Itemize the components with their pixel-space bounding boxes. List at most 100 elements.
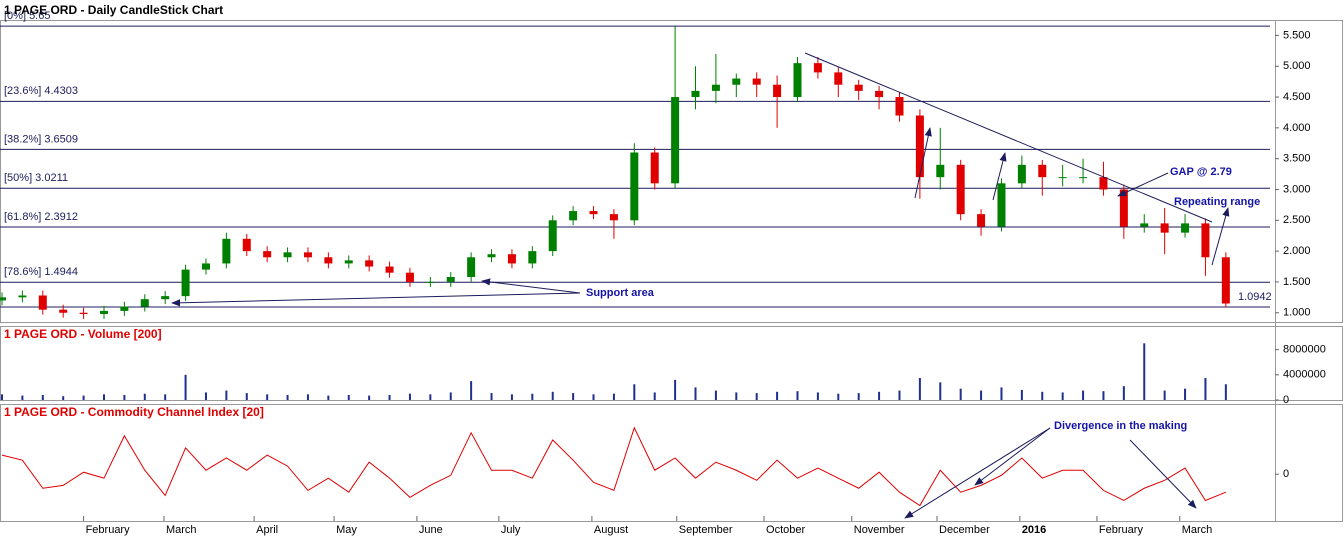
candle-body xyxy=(793,63,802,98)
volume-bar xyxy=(878,391,881,400)
arrow xyxy=(171,292,581,307)
candle-body xyxy=(1140,223,1149,227)
volume-bar xyxy=(1184,388,1187,400)
x-tick-label: August xyxy=(594,524,628,536)
volume-bar xyxy=(918,377,921,400)
x-tick-label: July xyxy=(501,524,521,536)
candle-body xyxy=(426,281,435,283)
y-tick-label: 4.500 xyxy=(1283,91,1311,103)
fib-label: [0%] 5.65 xyxy=(4,10,50,22)
candle-body xyxy=(161,296,170,300)
fib-label: [61.8%] 2.3912 xyxy=(4,211,78,223)
volume-bar xyxy=(694,387,697,400)
volume-bar xyxy=(531,393,534,400)
volume-bar xyxy=(306,394,309,400)
volume-bar xyxy=(653,392,656,400)
candle-body xyxy=(691,90,700,98)
candle-body xyxy=(263,251,272,258)
arrow xyxy=(1129,439,1197,509)
fib-label: [78.6%] 1.4944 xyxy=(4,266,78,278)
candle-body xyxy=(650,152,659,184)
price-panel xyxy=(0,20,1343,323)
volume-bar xyxy=(857,393,860,400)
candle-body xyxy=(813,63,822,73)
annotation: Repeating range xyxy=(1174,196,1260,208)
candle-body xyxy=(997,183,1006,227)
x-tick-label: May xyxy=(336,524,357,536)
volume-bar xyxy=(164,394,167,400)
volume-panel xyxy=(0,326,1343,401)
x-tick-label: 2016 xyxy=(1022,524,1046,536)
y-tick-label: 2.000 xyxy=(1283,245,1311,257)
candle-body xyxy=(752,78,761,85)
volume-bar xyxy=(347,394,350,400)
volume-bar xyxy=(633,384,636,400)
volume-bar xyxy=(62,396,65,400)
volume-bar xyxy=(286,394,289,400)
volume-bar xyxy=(837,393,840,400)
volume-bar xyxy=(796,391,799,400)
volume-bar xyxy=(245,393,248,400)
y-tick-label: 3.000 xyxy=(1283,183,1311,195)
volume-bar xyxy=(204,392,207,400)
candle-body xyxy=(732,78,741,85)
y-tick-label: 2.500 xyxy=(1283,214,1311,226)
candle-body xyxy=(956,164,965,215)
candle-body xyxy=(303,252,312,258)
volume-bar xyxy=(612,393,615,400)
volume-bar xyxy=(1204,377,1207,400)
volume-bar xyxy=(266,394,269,400)
candle-body xyxy=(0,297,6,301)
volume-bar xyxy=(225,390,228,400)
y-tick-label: 0 xyxy=(1283,394,1289,406)
candle-body xyxy=(507,254,516,264)
cci-panel xyxy=(0,404,1343,522)
y-tick-label: 0 xyxy=(1283,468,1289,480)
candle-body xyxy=(671,97,680,184)
arrow xyxy=(1117,172,1169,197)
volume-bar xyxy=(572,393,575,400)
arrow xyxy=(1211,207,1230,266)
chart-title: 1 PAGE ORD - Daily CandleStick Chart xyxy=(4,3,223,17)
candle-body xyxy=(222,238,231,264)
volume-bar xyxy=(1102,391,1105,400)
candle-body xyxy=(773,84,782,98)
candle-body xyxy=(936,164,945,178)
volume-bar xyxy=(21,395,24,400)
candle-body xyxy=(1201,223,1210,258)
x-tick-label: November xyxy=(854,524,905,536)
arrow xyxy=(914,127,932,199)
candle-body xyxy=(99,310,108,314)
candle-body xyxy=(1221,257,1230,304)
volume-bar xyxy=(980,390,983,400)
volume-bar xyxy=(388,394,391,400)
candle-body xyxy=(18,295,27,298)
candle-body xyxy=(140,299,149,307)
arrow xyxy=(992,152,1007,201)
candle-body xyxy=(344,260,353,264)
candle-body xyxy=(1160,223,1169,233)
volume-bar xyxy=(755,393,758,400)
candle-body xyxy=(895,97,904,116)
fib-label: [50%] 3.0211 xyxy=(4,172,68,184)
x-tick-label: June xyxy=(419,524,443,536)
volume-bar xyxy=(368,395,371,400)
candle-body xyxy=(1119,189,1128,227)
cci-title: 1 PAGE ORD - Commodity Channel Index [20… xyxy=(4,405,264,419)
volume-bar xyxy=(1163,390,1166,400)
candle-body xyxy=(385,266,394,273)
annotation: Divergence in the making xyxy=(1054,420,1187,432)
candle-body xyxy=(365,260,374,267)
candle-body xyxy=(181,269,190,297)
x-tick-label: March xyxy=(166,524,197,536)
volume-bar xyxy=(490,393,493,400)
fib-label: [38.2%] 3.6509 xyxy=(4,133,78,145)
x-tick-label: February xyxy=(1099,524,1144,536)
candle-body xyxy=(487,254,496,258)
candle-body xyxy=(1181,223,1190,233)
candle-body xyxy=(711,84,720,91)
candle-body xyxy=(834,72,843,85)
candle-body xyxy=(548,220,557,252)
candle-body xyxy=(283,252,292,258)
volume-bar xyxy=(327,395,330,400)
